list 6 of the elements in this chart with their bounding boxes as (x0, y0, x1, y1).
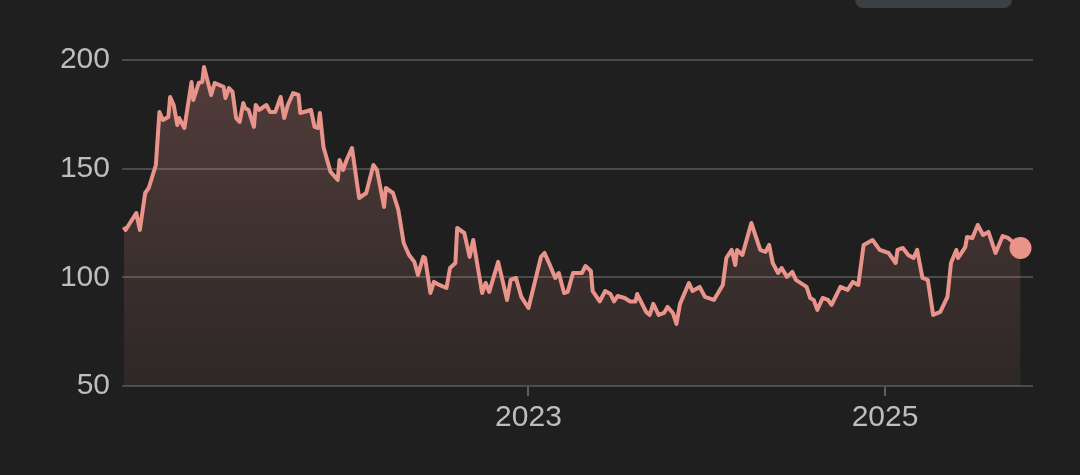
y-tick-label: 150 (59, 149, 110, 183)
y-tick-label: 100 (59, 258, 110, 292)
y-tick-label: 200 (59, 41, 110, 75)
x-tick-label: 2023 (495, 399, 562, 433)
x-tick-label: 2025 (851, 399, 919, 433)
y-tick-label: 50 (76, 367, 110, 401)
